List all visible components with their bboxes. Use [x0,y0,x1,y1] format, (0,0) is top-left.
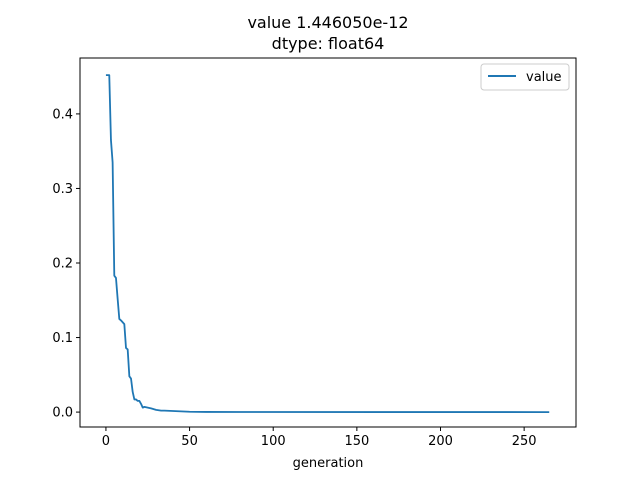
x-tick-label: 0 [102,434,110,449]
chart-title-line1: value 1.446050e-12 [247,13,408,32]
legend-label-value: value [526,70,562,85]
series-line-value [105,74,550,413]
x-tick-label: 100 [261,434,286,449]
y-tick-label: 0.4 [52,107,73,122]
x-tick-label: 50 [181,434,198,449]
x-tick-label: 200 [428,434,453,449]
legend: value [480,63,570,91]
y-tick-label: 0.2 [52,257,73,272]
x-tick-label: 150 [344,434,369,449]
x-axis-label: generation [293,456,364,471]
x-tick-label: 250 [512,434,537,449]
y-axis-ticks: 0.0 0.1 0.2 0.3 0.4 [52,107,80,421]
legend-frame [480,63,570,91]
y-tick-label: 0.1 [52,331,73,346]
plot-area [79,57,577,428]
chart-title-line2: dtype: float64 [272,34,385,53]
x-axis-ticks: 0 50 100 150 200 250 [102,427,537,449]
y-tick-label: 0.3 [52,182,73,197]
y-tick-label: 0.0 [52,406,73,421]
series-lines [105,74,550,413]
